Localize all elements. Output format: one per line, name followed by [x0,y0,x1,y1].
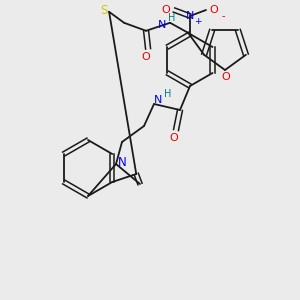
Text: H: H [168,13,176,23]
Text: O: O [169,133,178,143]
Text: H: H [164,89,172,99]
Text: O: O [162,5,170,15]
Text: N: N [118,155,126,169]
Text: N: N [158,20,166,30]
Text: -: - [221,11,225,21]
Text: O: O [210,5,218,15]
Text: O: O [142,52,151,62]
Text: S: S [100,4,108,17]
Text: O: O [222,72,230,82]
Text: N: N [154,95,162,105]
Text: N: N [186,11,194,21]
Text: +: + [194,16,202,26]
